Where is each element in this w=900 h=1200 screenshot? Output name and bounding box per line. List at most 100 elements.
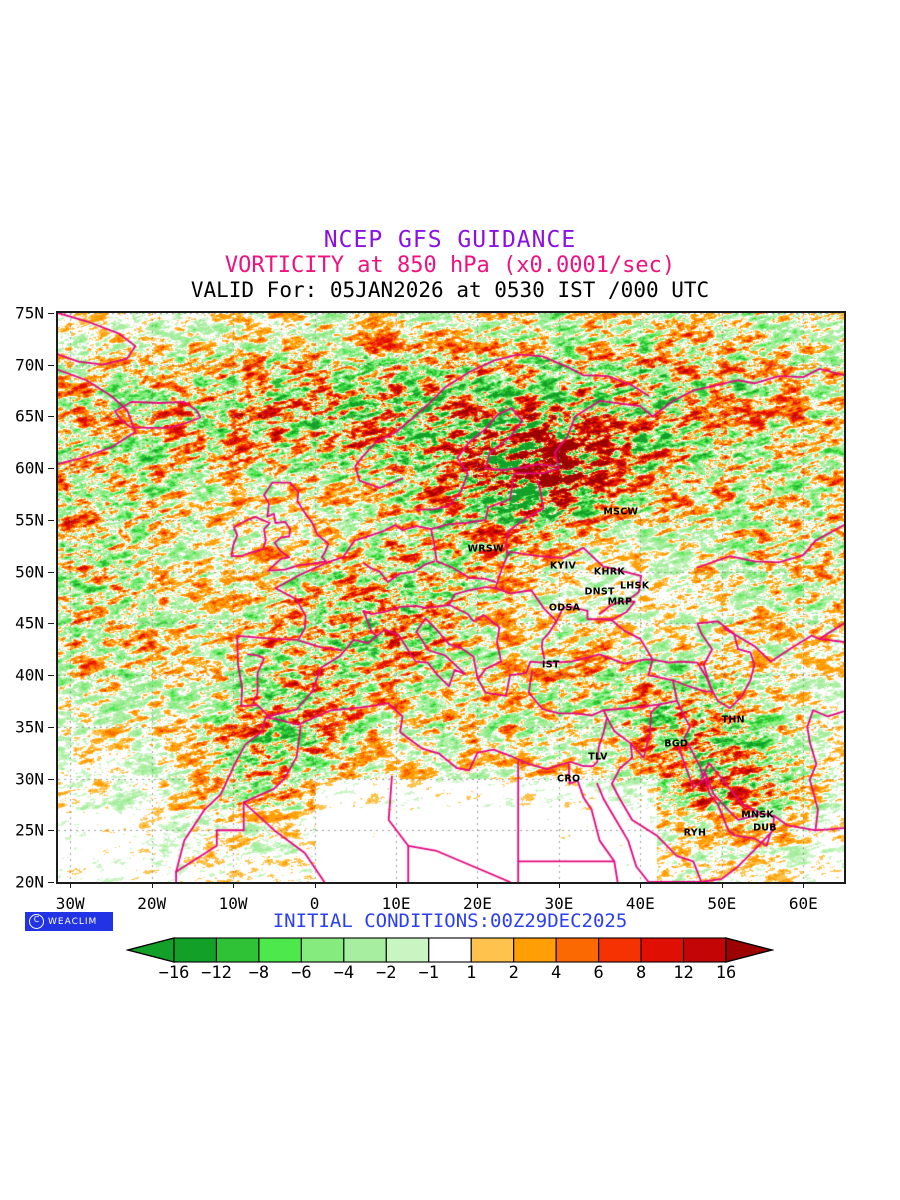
colorbar-band — [513, 937, 557, 963]
colorbar-swatches — [126, 937, 774, 963]
x-tick-label: 30W — [55, 894, 85, 913]
city-label: MSCW — [603, 506, 639, 518]
x-tick-mark — [233, 882, 235, 888]
copyright-icon: C — [29, 914, 44, 929]
y-tick-mark — [48, 519, 54, 521]
x-tick-mark — [70, 882, 72, 888]
map-plot-area[interactable]: MSCW WRSW KYIV KHRK LHSK DNST MRP ODSA IST THN BGD… — [56, 311, 846, 884]
city-label: THN — [721, 714, 745, 726]
x-tick-label: 30E — [544, 894, 574, 913]
colorbar-band — [428, 937, 472, 963]
chart-title-variable: VORTICITY at 850 hPa (x0.0001/sec) — [224, 253, 676, 278]
y-tick-mark — [48, 416, 54, 418]
colorbar-band — [215, 937, 260, 963]
weaclim-logo: C WEACLIM — [25, 912, 113, 931]
y-tick-mark — [48, 778, 54, 780]
x-tick-mark — [640, 882, 642, 888]
city-label: DNST — [584, 586, 615, 598]
colorbar-tick-label: 2 — [508, 963, 519, 983]
x-tick-mark — [396, 882, 398, 888]
y-tick-mark — [48, 675, 54, 677]
chart-title-primary: NCEP GFS GUIDANCE — [323, 227, 577, 253]
y-tick-mark — [48, 571, 54, 573]
y-tick-label: 70N — [15, 355, 44, 375]
y-axis: 75N 70N 65N 60N 55N 50N 45N 40N 35N 30N 25N 20N — [0, 304, 54, 892]
weaclim-label: WEACLIM — [48, 916, 98, 927]
colorbar-tick-label: −2 — [376, 963, 397, 983]
x-tick-label: 20E — [463, 894, 492, 913]
city-label: ODSA — [548, 602, 581, 614]
y-tick-label: 75N — [15, 303, 44, 323]
x-tick-label: 0 — [309, 894, 320, 913]
x-tick-mark — [558, 882, 560, 888]
city-label: IST — [541, 659, 560, 671]
colorbar-band — [300, 937, 345, 963]
y-tick-label: 55N — [15, 510, 44, 530]
colorbar-band — [682, 937, 727, 963]
y-tick-mark — [48, 830, 54, 832]
city-label: CRO — [557, 773, 581, 785]
colorbar-low-arrow — [126, 937, 175, 963]
colorbar-band — [598, 937, 642, 963]
y-tick-mark — [48, 468, 54, 470]
colorbar-band — [385, 937, 430, 963]
colorbar-tick-label: 12 — [673, 963, 694, 983]
x-tick-mark — [314, 882, 316, 888]
colorbar-tick-label: −1 — [418, 963, 440, 983]
x-tick-mark — [721, 882, 723, 888]
x-tick-mark — [477, 882, 479, 888]
y-tick-label: 45N — [15, 613, 44, 633]
x-tick-mark — [151, 882, 153, 888]
colorbar-tick-label: 8 — [635, 963, 647, 983]
city-label: KHRK — [593, 566, 626, 578]
y-tick-label: 30N — [15, 769, 44, 789]
x-tick-label: 10W — [218, 894, 248, 913]
x-tick-label: 60E — [788, 894, 818, 913]
colorbar-tick-label: −4 — [333, 963, 355, 983]
colorbar-tick-label: 1 — [466, 963, 477, 983]
colorbar-band — [640, 937, 685, 963]
colorbar-tick-label: −12 — [201, 963, 232, 983]
x-tick-label: 50E — [707, 894, 737, 913]
colorbar-band — [343, 937, 387, 963]
colorbar-high-arrow — [725, 937, 774, 963]
title-block: NCEP GFS GUIDANCE VORTICITY at 850 hPa (… — [0, 228, 900, 303]
colorbar-tick-label: −16 — [158, 963, 190, 983]
x-tick-label: 40E — [625, 894, 655, 913]
colorbar-band — [470, 937, 515, 963]
colorbar: −16 −12 −8 −6 −4 −2 −1 1 2 4 6 8 12 16 — [126, 937, 774, 987]
y-tick-label: 65N — [15, 406, 44, 426]
colorbar-tick-label: 16 — [715, 963, 737, 983]
colorbar-tick-label: 6 — [593, 963, 604, 983]
city-label: MRP — [607, 596, 633, 608]
y-tick-label: 50N — [15, 562, 44, 582]
initial-conditions-label: INITIAL CONDITIONS:00Z29DEC2025 — [272, 910, 628, 932]
chart-title-valid: VALID For: 05JAN2026 at 0530 IST /000 UT… — [190, 278, 710, 302]
city-label: DUB — [753, 822, 777, 834]
colorbar-tick-label: −8 — [248, 963, 270, 983]
colorbar-band — [173, 937, 218, 963]
city-label: BGD — [664, 738, 689, 750]
y-tick-mark — [48, 313, 54, 314]
y-tick-mark — [48, 623, 54, 625]
city-label: MNSK — [741, 809, 775, 821]
city-label: TLV — [588, 751, 608, 763]
x-tick-label: 10E — [381, 894, 411, 913]
y-tick-mark — [48, 882, 54, 883]
y-tick-label: 25N — [15, 820, 44, 840]
city-label: RYH — [683, 827, 707, 839]
y-tick-label: 35N — [15, 717, 44, 737]
colorbar-band — [555, 937, 600, 963]
city-label: KYIV — [549, 560, 577, 572]
y-tick-label: 60N — [15, 458, 44, 478]
city-label: LHSK — [619, 580, 650, 592]
colorbar-tick-label: 4 — [551, 963, 562, 983]
x-axis: 30W 20W 10W 0 10E 20E 30E 40E 50E 60E — [55, 882, 846, 913]
colorbar-tick-label: −6 — [291, 963, 312, 983]
y-tick-mark — [48, 726, 54, 728]
city-label: WRSW — [467, 543, 504, 555]
y-tick-label: 20N — [15, 872, 44, 892]
x-tick-label: 20W — [137, 894, 167, 913]
x-tick-mark — [803, 882, 805, 888]
colorbar-band — [258, 937, 302, 963]
